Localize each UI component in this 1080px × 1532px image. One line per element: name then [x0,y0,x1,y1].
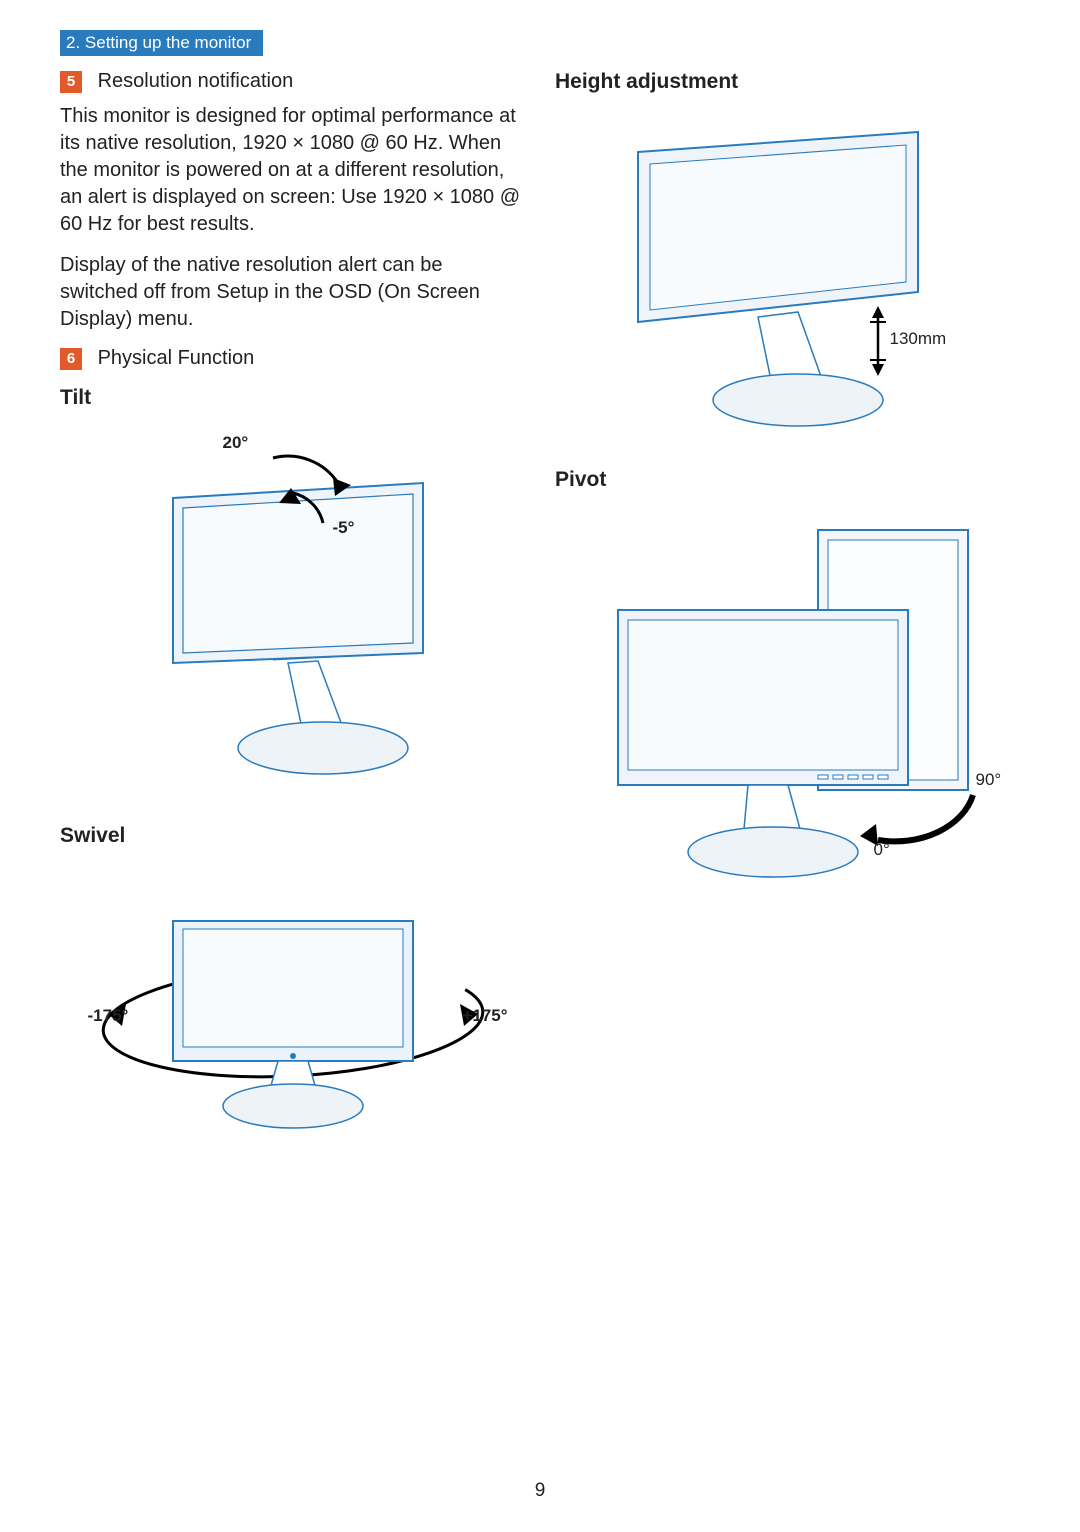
swivel-right: +175° [462,1006,507,1026]
pivot-90: 90° [976,770,1002,790]
pivot-monitor-svg [578,510,998,890]
swivel-label: Swivel [60,824,525,848]
pivot-0: 0° [874,840,890,860]
height-monitor-svg [598,112,978,432]
numbox-6: 6 [60,348,82,370]
swivel-figure: -175° +175° [78,866,508,1146]
numbox-5: 5 [60,71,82,93]
page-number: 9 [0,1480,1080,1502]
left-column: 5 Resolution notification This monitor i… [60,64,525,1166]
section-tab: 2. Setting up the monitor [60,30,263,56]
right-column: Height adjustment [555,64,1020,1166]
pivot-figure: 0° 90° [578,510,998,890]
tilt-label: Tilt [60,386,525,410]
tilt-monitor-svg [123,428,463,788]
height-label: Height adjustment [555,70,1020,94]
sec5-para2: Display of the native resolution alert c… [60,252,525,333]
sec5-heading: 5 Resolution notification [60,70,525,93]
height-figure: 130mm [598,112,978,432]
pivot-label: Pivot [555,468,1020,492]
swivel-monitor-svg [78,866,508,1146]
sec6-title: Physical Function [98,347,255,369]
swivel-left: -175° [88,1006,129,1026]
sec6-heading: 6 Physical Function [60,347,525,370]
height-value: 130mm [890,329,947,349]
sec5-para1: This monitor is designed for optimal per… [60,103,525,238]
tilt-bottom-value: -5° [333,518,355,538]
tilt-top-value: 20° [223,433,249,453]
sec5-title: Resolution notification [98,70,294,92]
tilt-figure: 20° -5° [123,428,463,788]
